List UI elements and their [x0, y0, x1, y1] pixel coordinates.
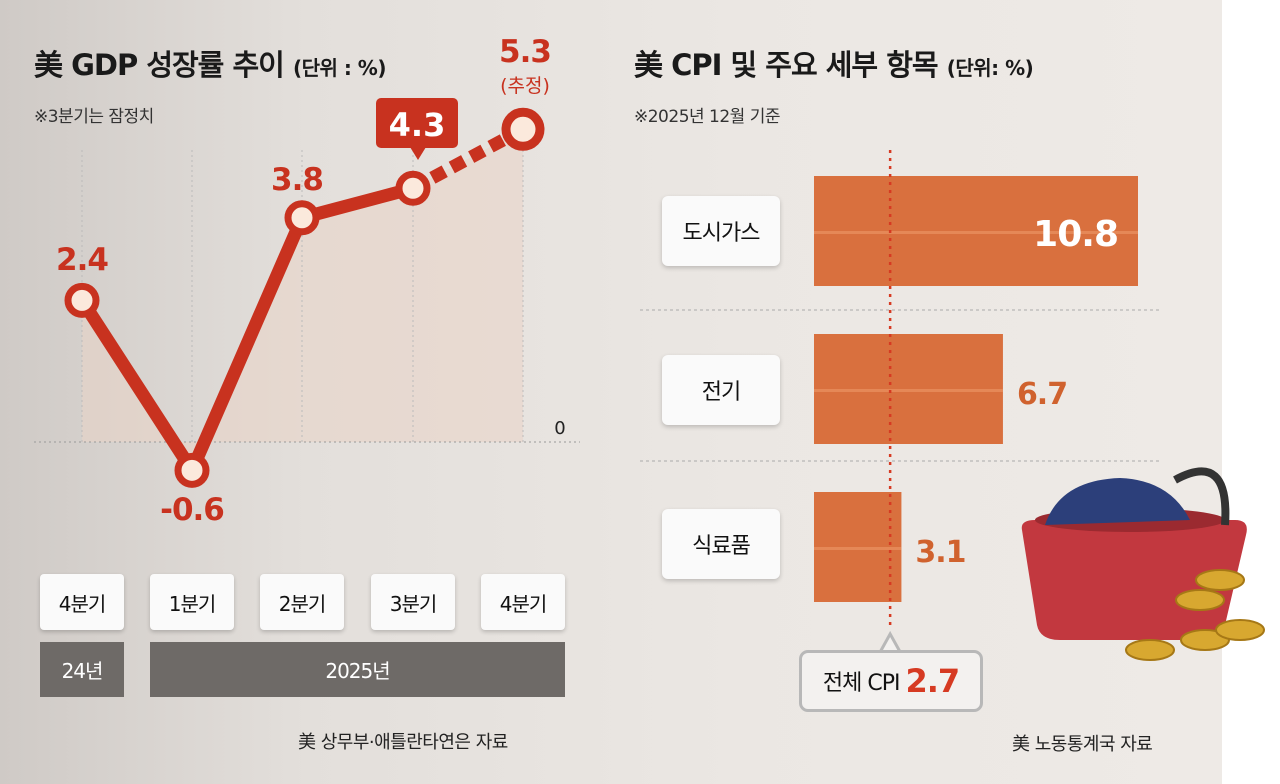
- cpi-unit: (단위: %): [946, 56, 1034, 80]
- category-label: 전기: [662, 355, 780, 425]
- data-label: 2.4: [56, 242, 108, 278]
- cpi-title: 美 CPI 및 주요 세부 항목 (단위: %): [634, 48, 1034, 82]
- coin-icon: [1180, 629, 1230, 651]
- bar-highlight: [814, 231, 1138, 234]
- basket-handle: [1173, 467, 1230, 526]
- x-tick-label: 2분기: [260, 574, 344, 630]
- series-line: [76, 182, 415, 477]
- year-label-2024: 24년: [40, 642, 124, 697]
- zero-label: 0: [554, 418, 565, 439]
- flag-icon: [1045, 478, 1190, 525]
- callout-pointer: [878, 630, 902, 653]
- total-cpi-label: 전체 CPI: [822, 671, 901, 696]
- bar-value-label: 3.1: [915, 535, 965, 570]
- data-point: [284, 200, 320, 236]
- cpi-note: ※2025년 12월 기준: [634, 107, 781, 127]
- x-tick-label: 3분기: [371, 574, 455, 630]
- data-point: [174, 452, 210, 488]
- highlight-label-box: [376, 98, 458, 148]
- estimate-label: (추정): [500, 75, 550, 97]
- coin-icon: [1175, 589, 1225, 611]
- bar-highlight: [814, 547, 902, 550]
- coin-icon: [1125, 639, 1175, 661]
- gdp-source: 美 상무부·애틀란타연은 자료: [298, 732, 508, 753]
- data-label: 4.3: [389, 106, 446, 144]
- cpi-source: 美 노동통계국 자료: [1012, 734, 1153, 755]
- category-label: 도시가스: [662, 196, 780, 266]
- gdp-note: ※3분기는 잠정치: [34, 107, 154, 127]
- bar-highlight: [814, 389, 1003, 392]
- data-label: 5.3: [499, 34, 551, 70]
- x-tick-label: 1분기: [150, 574, 234, 630]
- coin-icon: [1215, 619, 1265, 641]
- data-label: -0.6: [160, 492, 224, 528]
- data-point: [501, 107, 545, 151]
- data-point: [64, 282, 100, 318]
- gdp-title: 美 GDP 성장률 추이 (단위 : %): [34, 48, 387, 82]
- bar-value-label: 6.7: [1017, 377, 1067, 412]
- total-cpi-callout: 전체 CPI 2.7: [799, 650, 983, 712]
- x-tick-label: 4분기: [481, 574, 565, 630]
- year-label-2025: 2025년: [150, 642, 565, 697]
- x-tick-label: 4분기: [40, 574, 124, 630]
- highlight-label-pointer: [410, 147, 426, 160]
- gdp-unit: (단위 : %): [292, 56, 387, 80]
- category-label: 식료품: [662, 509, 780, 579]
- data-point: [395, 170, 431, 206]
- bar-value-label: 10.8: [1033, 214, 1118, 255]
- total-cpi-value: 2.7: [905, 662, 960, 700]
- coin-icon: [1195, 569, 1245, 591]
- data-label: 3.8: [271, 162, 323, 198]
